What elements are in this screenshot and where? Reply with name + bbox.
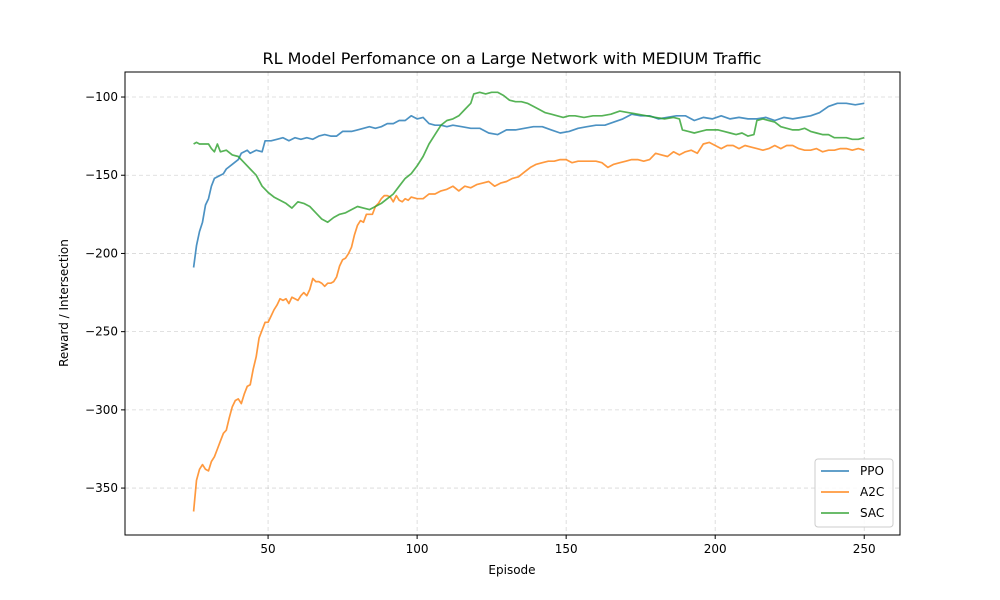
y-tick-label: −200 (85, 246, 118, 260)
x-axis-label: Episode (488, 563, 535, 577)
legend: PPO A2C SAC (814, 458, 894, 528)
x-tick-label: 200 (704, 542, 727, 556)
x-tick-label: 100 (406, 542, 429, 556)
legend-label-ppo: PPO (860, 464, 884, 478)
series-line-ppo (192, 102, 865, 268)
axis-ticks: 50 100 150 200 250 −350 −300 −250 −200 −150 −100 (85, 90, 876, 556)
series-line-sac (193, 91, 865, 224)
x-tick-label: 250 (853, 542, 876, 556)
y-tick-label: −150 (85, 168, 118, 182)
y-tick-label: −250 (85, 325, 118, 339)
grid (125, 72, 900, 535)
y-axis-label: Reward / Intersection (57, 239, 71, 367)
series-lines (192, 91, 865, 512)
x-tick-label: 50 (260, 542, 275, 556)
y-tick-label: −300 (85, 403, 118, 417)
legend-label-sac: SAC (860, 506, 884, 520)
y-tick-label: −100 (85, 90, 118, 104)
legend-box (814, 458, 894, 528)
series-line-a2c (192, 141, 865, 512)
x-tick-label: 150 (555, 542, 578, 556)
plot-frame (124, 71, 901, 536)
legend-label-a2c: A2C (860, 485, 884, 499)
chart-title: RL Model Perfomance on a Large Network w… (263, 49, 762, 68)
y-tick-label: −350 (85, 481, 118, 495)
